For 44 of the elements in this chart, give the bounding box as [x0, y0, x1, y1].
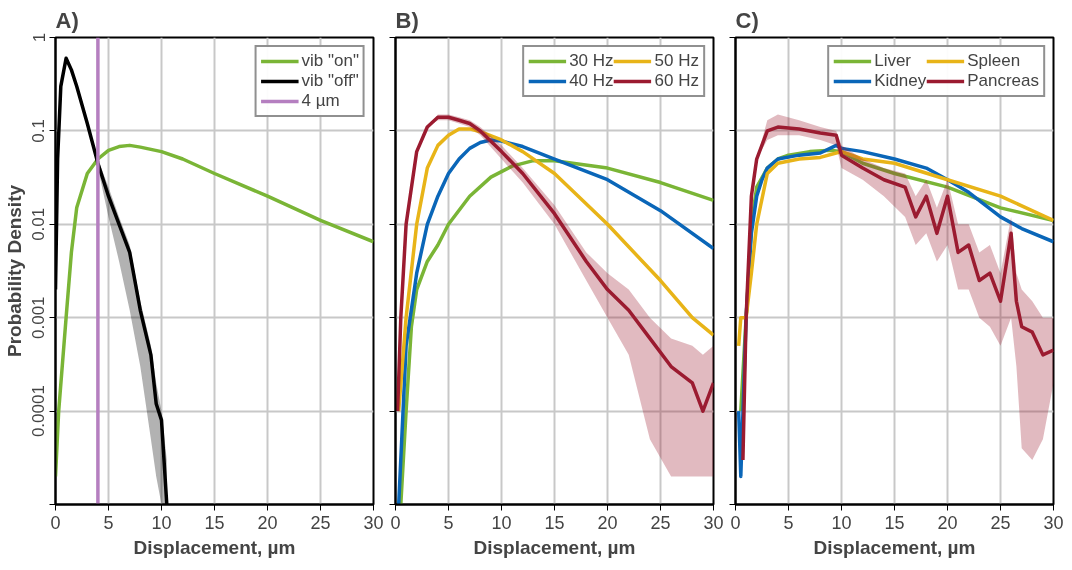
legend-label: Pancreas: [967, 71, 1039, 91]
y-tick-label: 0.0001: [29, 385, 49, 438]
x-tick-label: 25: [990, 512, 1011, 533]
x-tick-label: 25: [650, 512, 671, 533]
x-tick-label: 30: [703, 512, 724, 533]
x-axis-title: Displacement, µm: [473, 536, 636, 558]
chart-title: B): [395, 7, 419, 33]
x-tick-label: 25: [310, 512, 331, 533]
chart-title: C): [735, 7, 759, 33]
x-tick-label: 0: [50, 512, 61, 533]
x-tick-label: 5: [783, 512, 794, 533]
legend-label: Kidney: [874, 71, 927, 91]
x-tick-label: 30: [1043, 512, 1064, 533]
x-tick-label: 0: [730, 512, 741, 533]
x-tick-label: 5: [103, 512, 114, 533]
x-tick-label: 30: [363, 512, 384, 533]
x-tick-label: 10: [831, 512, 852, 533]
x-axis-title: Displacement, µm: [133, 536, 296, 558]
x-tick-label: 20: [597, 512, 618, 533]
legend-label: Liver: [874, 51, 912, 71]
x-tick-label: 20: [937, 512, 958, 533]
legend-label: 4 µm: [301, 91, 340, 111]
legend-label: 50 Hz: [654, 51, 699, 71]
x-tick-label: 15: [884, 512, 905, 533]
y-tick-label: 0.01: [29, 207, 49, 241]
legend-label: Spleen: [967, 51, 1021, 71]
chart-title: A): [55, 7, 79, 33]
y-tick-label: 0.1: [29, 119, 49, 143]
legend-label: 60 Hz: [654, 71, 699, 91]
x-tick-label: 0: [390, 512, 401, 533]
legend-label: vib "off": [301, 71, 359, 91]
y-tick-label: 0.001: [29, 296, 49, 339]
y-axis-title: Probability Density: [3, 184, 25, 358]
x-tick-label: 5: [443, 512, 454, 533]
x-tick-label: 20: [257, 512, 278, 533]
x-axis-title: Displacement, µm: [813, 536, 976, 558]
x-tick-label: 15: [204, 512, 225, 533]
x-tick-label: 10: [151, 512, 172, 533]
x-tick-label: 15: [544, 512, 565, 533]
y-tick-label: 1: [29, 32, 49, 43]
x-tick-label: 10: [491, 512, 512, 533]
legend-label: 40 Hz: [569, 71, 614, 91]
legend-label: vib "on": [301, 51, 359, 71]
legend-label: 30 Hz: [569, 51, 614, 71]
